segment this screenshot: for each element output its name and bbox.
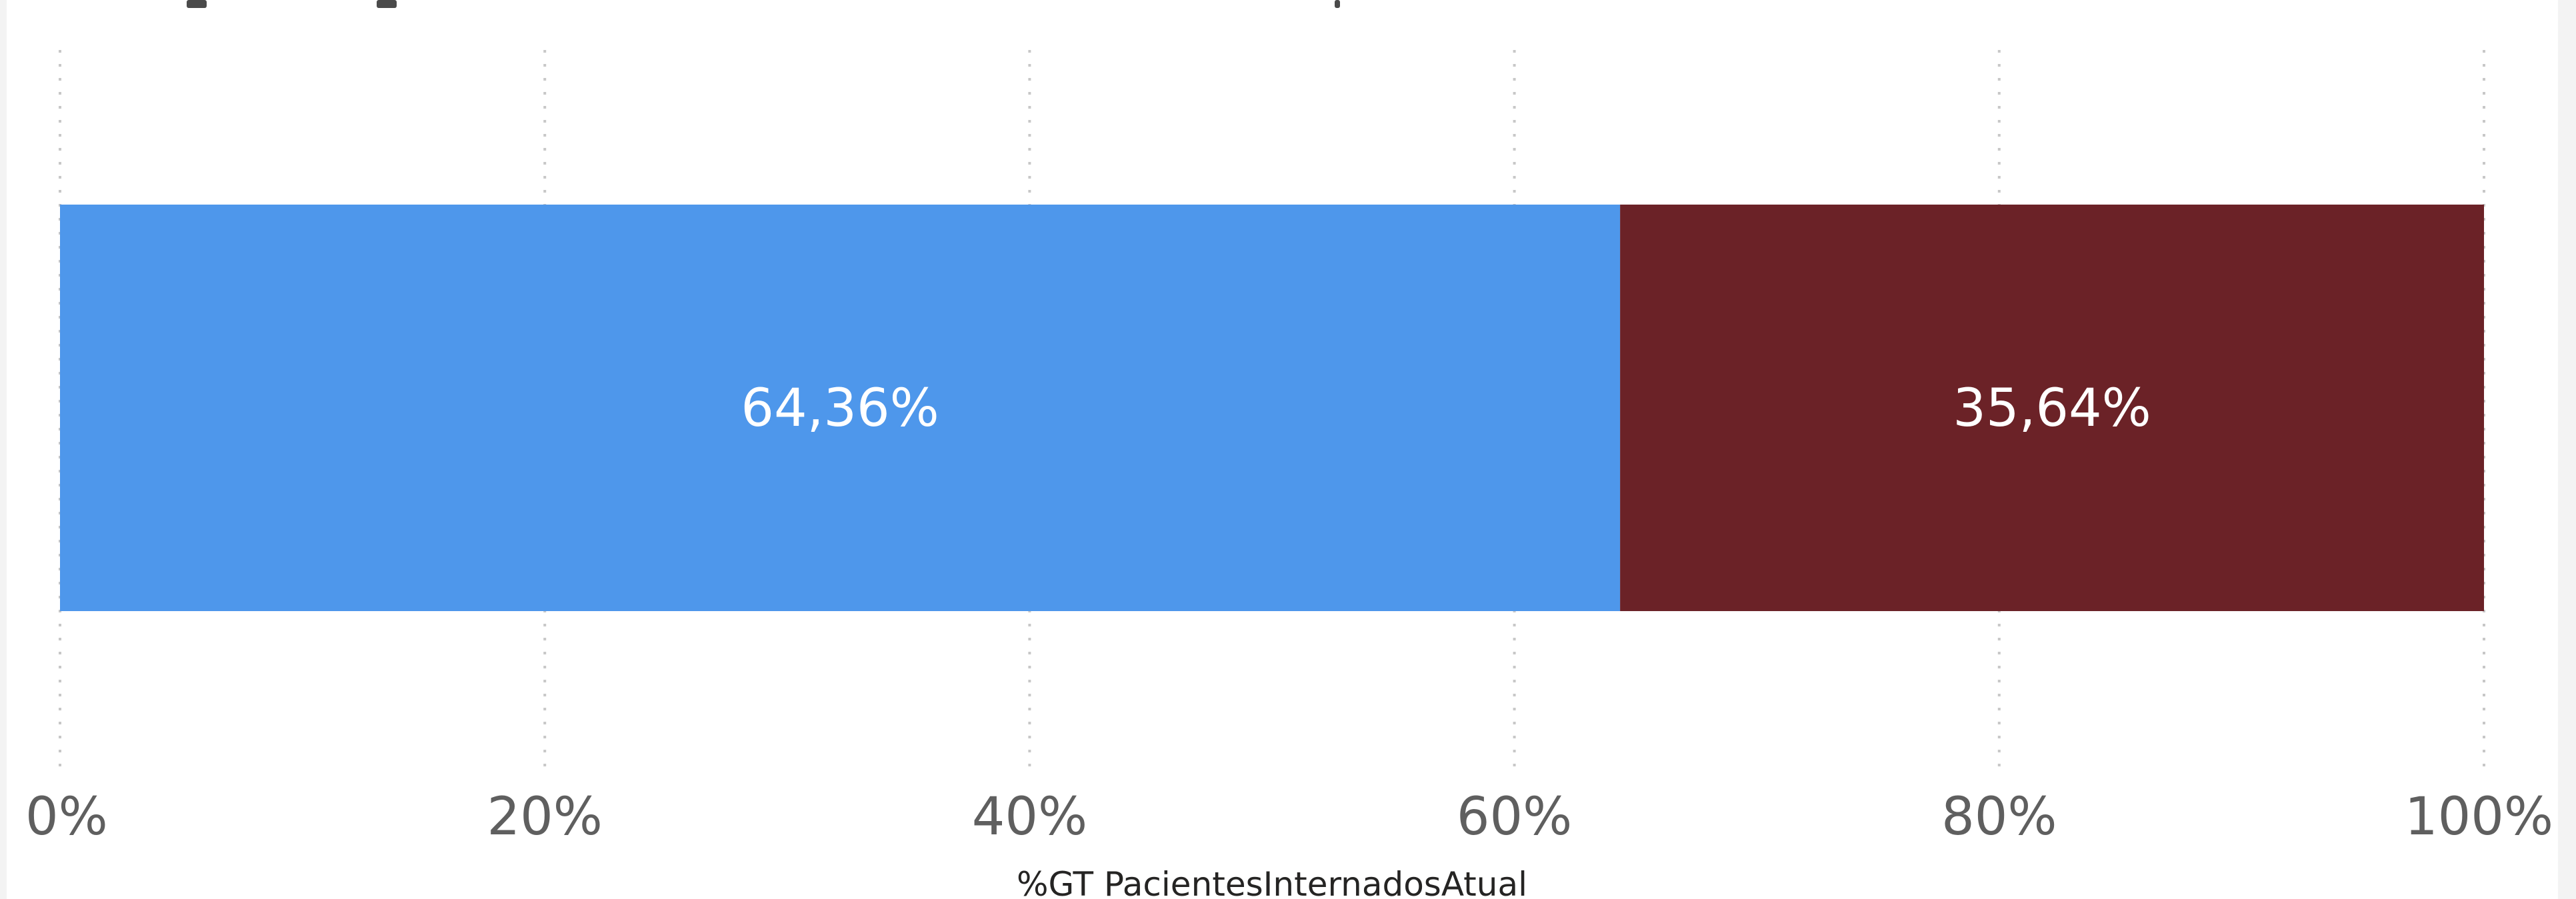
data-labels: 64,36% 35,64% [741,379,2151,439]
x-axis-title: %GT PacientesInternadosAtual [1017,865,1527,899]
x-tick-label: 0% [25,787,108,847]
data-label: 64,36% [741,379,939,439]
chart-panel: 64,36% 35,64% 0% 20% 40% 60% 80% 100% %GT Paci… [7,0,2558,899]
title-glyph-fragment [1335,0,1340,8]
x-tick-label: 100% [2405,787,2553,847]
x-tick-label: 40% [972,787,1087,847]
x-tick-label: 20% [487,787,603,847]
x-tick-label: 80% [1941,787,2057,847]
title-glyph-fragment [377,0,397,8]
data-label: 35,64% [1953,379,2151,439]
bar-segment [1620,205,2484,611]
x-axis-tick-labels: 0% 20% 40% 60% 80% 100% [25,787,2553,847]
stacked-bar-chart: 64,36% 35,64% 0% 20% 40% 60% 80% 100% %GT Paci… [25,50,2553,899]
gridlines [59,50,2485,773]
title-glyph-fragment [187,0,207,8]
bar-segment [60,205,1621,611]
x-tick-label: 60% [1457,787,1572,847]
bar-segments [60,205,2484,611]
